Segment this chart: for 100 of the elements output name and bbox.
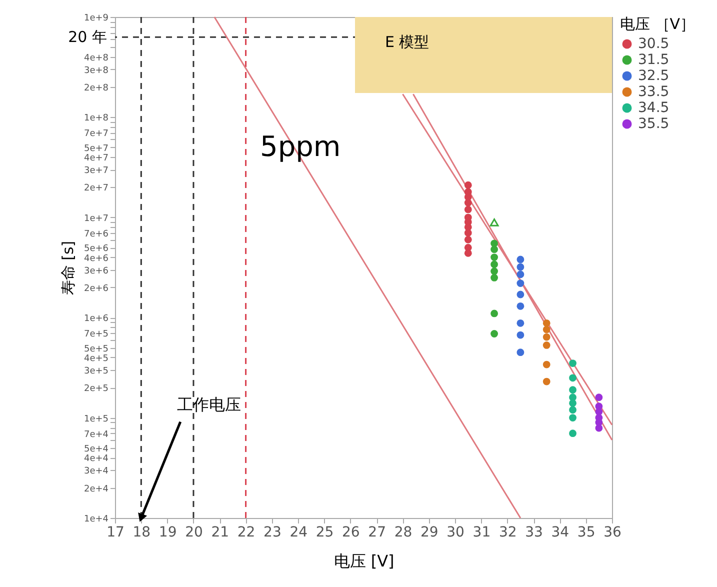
- annotation: E 模型: [385, 33, 430, 51]
- y-tick-label: 5e+4: [84, 444, 109, 454]
- legend-label: 30.5: [638, 36, 670, 52]
- y-tick-label: 3e+5: [84, 366, 108, 376]
- point: [464, 181, 472, 189]
- y-tick-label: 4e+5: [84, 354, 108, 364]
- point: [569, 386, 576, 394]
- y-tick-label: 1e+5: [84, 414, 108, 424]
- point: [542, 333, 550, 341]
- y-tick-label: 1e+9: [84, 14, 109, 24]
- point: [516, 263, 524, 271]
- point: [464, 249, 472, 257]
- point: [595, 408, 603, 416]
- legend-label: 32.5: [638, 68, 670, 84]
- y-tick-label: 2e+6: [84, 284, 109, 294]
- x-tick-label: 29: [420, 524, 438, 540]
- x-tick-label: 25: [316, 524, 334, 540]
- point: [490, 246, 498, 254]
- x-tick-label: 28: [394, 524, 412, 540]
- y-tick-label: 1e+6: [84, 314, 109, 324]
- point: [464, 229, 472, 237]
- point: [516, 348, 524, 356]
- y-tick-label: 4e+8: [84, 53, 109, 64]
- x-tick-label: 19: [158, 524, 177, 540]
- y-tick-label: 4e+6: [84, 254, 109, 264]
- y-tick-label: 3e+6: [84, 266, 109, 276]
- point: [516, 280, 524, 287]
- y-tick-label: 2e+8: [84, 84, 109, 94]
- legend-label: 31.5: [638, 52, 670, 68]
- x-tick-label: 27: [368, 524, 386, 540]
- point: [490, 218, 499, 226]
- point: [464, 236, 472, 244]
- point: [490, 274, 498, 282]
- legend-label: 33.5: [638, 84, 670, 100]
- x-tick-label: 36: [604, 524, 622, 540]
- point: [490, 310, 498, 318]
- y-tick-label: 7e+6: [84, 229, 109, 240]
- point: [516, 331, 524, 339]
- x-tick-label: 34: [551, 524, 570, 540]
- y-tick-label: 7e+5: [84, 330, 108, 340]
- y-tick-label: 5e+5: [84, 344, 108, 354]
- point: [490, 254, 498, 261]
- y-tick-label: 4e+4: [84, 454, 109, 464]
- x-tick-label: 32: [498, 524, 517, 540]
- point: [542, 360, 550, 368]
- x-tick-label: 17: [106, 524, 124, 540]
- y-tick-label: 3e+8: [84, 66, 109, 76]
- annotation: 工作电压: [177, 394, 242, 414]
- legend-label: 35.5: [638, 116, 670, 132]
- y-tick-label: 2e+4: [84, 484, 109, 494]
- y-tick-label: 2e+5: [84, 384, 108, 394]
- point: [490, 260, 498, 268]
- x-tick-label: 22: [237, 524, 256, 540]
- point: [464, 199, 472, 206]
- x-tick-label: 35: [577, 524, 596, 540]
- point: [595, 394, 603, 402]
- x-tick-label: 20: [185, 524, 203, 540]
- legend-label: 34.5: [638, 100, 670, 116]
- ref-line-label: 20 年: [68, 28, 107, 46]
- point: [569, 374, 576, 382]
- point: [516, 319, 524, 327]
- point: [542, 326, 550, 334]
- point: [542, 319, 550, 327]
- x-tick-label: 23: [264, 524, 282, 540]
- point: [569, 430, 576, 438]
- point: [542, 378, 550, 386]
- x-tick-label: 24: [290, 524, 308, 540]
- y-tick-label: 1e+7: [84, 214, 108, 224]
- legend-title: 电压 ［V］: [620, 15, 696, 33]
- y-tick-label: 5e+7: [84, 144, 108, 154]
- y-axis-title: 寿命 [s]: [58, 240, 77, 296]
- x-tick-label: 18: [132, 524, 151, 540]
- point: [490, 268, 498, 275]
- point: [516, 270, 524, 278]
- x-tick-label: 26: [342, 524, 360, 540]
- point: [516, 302, 524, 310]
- x-tick-label: 21: [211, 524, 230, 540]
- point: [490, 330, 498, 338]
- point: [569, 399, 576, 407]
- y-tick-label: 1e+4: [84, 514, 109, 524]
- point: [595, 424, 603, 432]
- y-tick-label: 2e+7: [84, 184, 108, 194]
- x-tick-label: 33: [525, 524, 543, 540]
- point: [569, 406, 576, 414]
- y-tick-label: 3e+7: [84, 166, 108, 176]
- x-tick-label: 31: [472, 524, 491, 540]
- x-axis-title: 电压 [V]: [334, 552, 394, 570]
- point: [464, 206, 472, 214]
- x-tick-label: 30: [446, 524, 464, 540]
- y-tick-label: 7e+7: [84, 129, 108, 140]
- y-tick-label: 1e+8: [84, 114, 109, 124]
- y-tick-label: 7e+4: [84, 430, 109, 440]
- y-tick-label: 5e+6: [84, 244, 109, 254]
- point: [516, 256, 524, 264]
- point: [542, 342, 550, 349]
- y-tick-label: 3e+4: [84, 466, 109, 477]
- point: [569, 414, 576, 422]
- y-tick-label: 4e+7: [84, 154, 108, 164]
- point: [516, 290, 524, 298]
- point: [569, 360, 576, 367]
